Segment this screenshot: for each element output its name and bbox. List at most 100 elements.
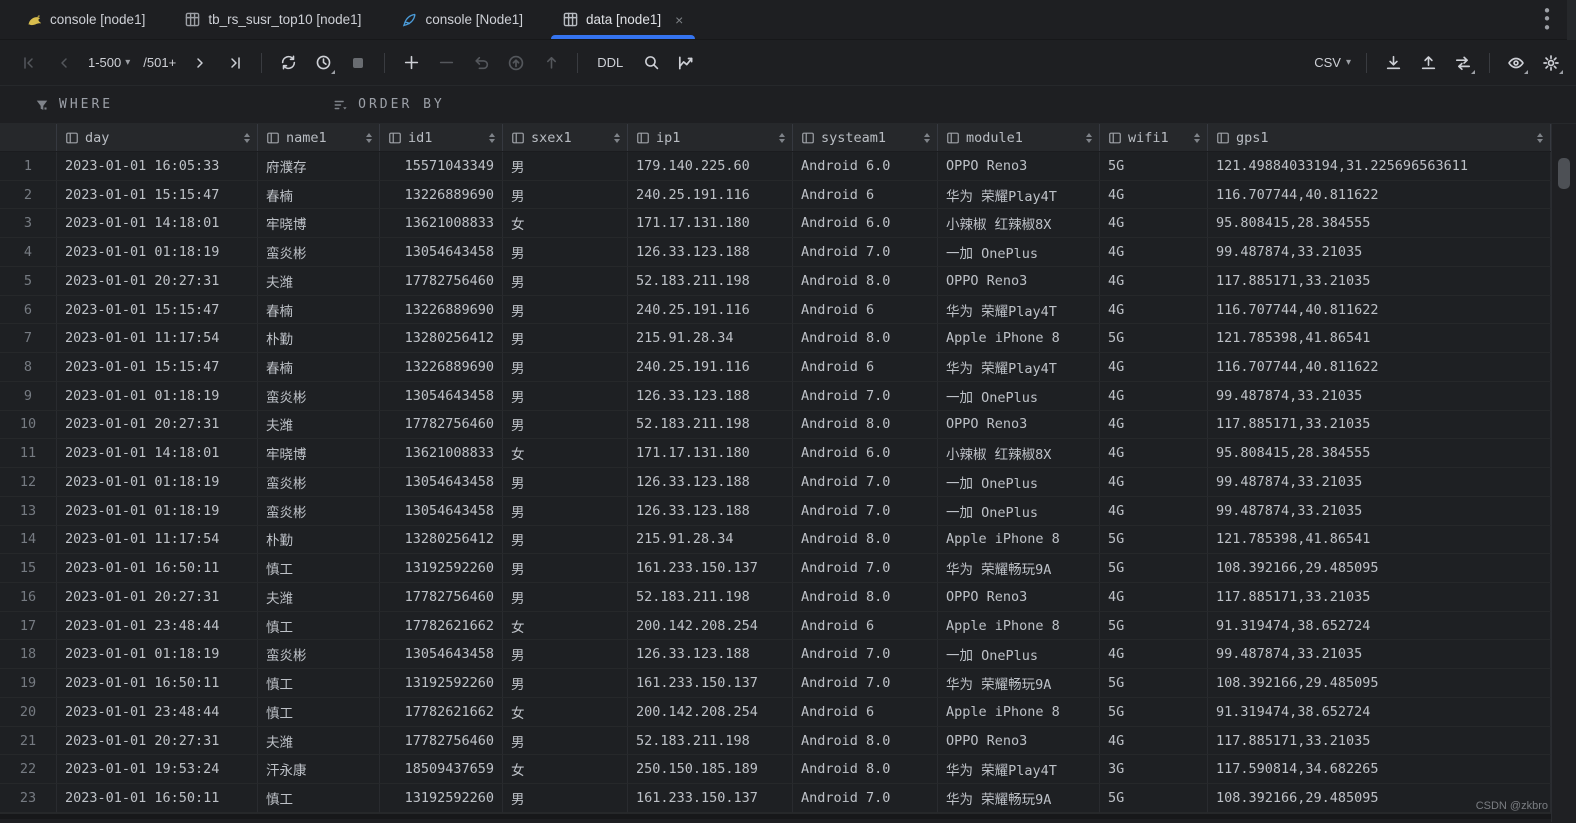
cell-systeam1[interactable]: Android 7.0 — [793, 640, 938, 670]
cell-day[interactable]: 2023-01-01 11:17:54 — [57, 324, 258, 354]
cell-gps1[interactable]: 108.392166,29.485095 — [1208, 669, 1551, 698]
cell-sxex1[interactable]: 男 — [503, 266, 628, 296]
cell-gps1[interactable]: 99.487874,33.21035 — [1208, 238, 1551, 267]
row-number[interactable]: 5 — [0, 266, 57, 296]
cell-day[interactable]: 2023-01-01 01:18:19 — [57, 496, 258, 526]
cell-ip1[interactable]: 240.25.191.116 — [628, 353, 793, 382]
cell-ip1[interactable]: 171.17.131.180 — [628, 439, 793, 469]
cell-sxex1[interactable]: 男 — [503, 152, 628, 181]
cell-id1[interactable]: 13226889690 — [380, 353, 503, 382]
row-number[interactable]: 11 — [0, 439, 57, 469]
cell-ip1[interactable]: 52.183.211.198 — [628, 726, 793, 756]
cell-id1[interactable]: 13226889690 — [380, 295, 503, 325]
cell-id1[interactable]: 13054643458 — [380, 468, 503, 497]
cell-gps1[interactable]: 99.487874,33.21035 — [1208, 381, 1551, 411]
cell-day[interactable]: 2023-01-01 15:15:47 — [57, 353, 258, 382]
row-number[interactable]: 13 — [0, 496, 57, 526]
where-filter[interactable]: WHERE — [35, 97, 113, 112]
column-header-ip1[interactable]: ip1 — [628, 124, 793, 151]
upload-import-icon[interactable] — [1417, 52, 1439, 74]
cell-day[interactable]: 2023-01-01 16:50:11 — [57, 669, 258, 698]
cell-id1[interactable]: 17782756460 — [380, 726, 503, 756]
cell-id1[interactable]: 17782756460 — [380, 410, 503, 440]
cell-wifi1[interactable]: 4G — [1100, 238, 1208, 267]
cell-module1[interactable]: 一加 OnePlus — [938, 468, 1100, 497]
column-header-wifi1[interactable]: wifi1 — [1100, 124, 1208, 151]
cell-day[interactable]: 2023-01-01 01:18:19 — [57, 238, 258, 267]
cell-day[interactable]: 2023-01-01 16:50:11 — [57, 784, 258, 813]
column-header-sxex1[interactable]: sxex1 — [503, 124, 628, 151]
cell-gps1[interactable]: 108.392166,29.485095 — [1208, 554, 1551, 584]
cell-sxex1[interactable]: 男 — [503, 353, 628, 382]
sort-toggle-icon[interactable] — [614, 132, 620, 143]
row-number[interactable]: 23 — [0, 784, 57, 813]
cell-id1[interactable]: 13054643458 — [380, 640, 503, 670]
cell-name1[interactable]: 蛮炎彬 — [258, 468, 380, 497]
cell-name1[interactable]: 慎工 — [258, 554, 380, 584]
cell-sxex1[interactable]: 女 — [503, 439, 628, 469]
cell-name1[interactable]: 夫潍 — [258, 266, 380, 296]
cell-module1[interactable]: 小辣椒 红辣椒8X — [938, 439, 1100, 469]
cell-systeam1[interactable]: Android 8.0 — [793, 266, 938, 296]
tab-data-node1[interactable]: data [node1] × — [543, 0, 703, 39]
cell-id1[interactable]: 13192592260 — [380, 784, 503, 813]
search-icon[interactable] — [640, 52, 662, 74]
column-header-id1[interactable]: id1 — [380, 124, 503, 151]
cell-ip1[interactable]: 240.25.191.116 — [628, 180, 793, 210]
cell-systeam1[interactable]: Android 8.0 — [793, 324, 938, 354]
ddl-button[interactable]: DDL — [597, 55, 624, 70]
compare-icon[interactable] — [1452, 52, 1475, 74]
row-number[interactable]: 1 — [0, 152, 57, 181]
cell-id1[interactable]: 13280256412 — [380, 324, 503, 354]
cell-ip1[interactable]: 52.183.211.198 — [628, 410, 793, 440]
cell-sxex1[interactable]: 男 — [503, 525, 628, 555]
cell-id1[interactable]: 17782621662 — [380, 697, 503, 727]
cell-wifi1[interactable]: 4G — [1100, 726, 1208, 756]
cell-id1[interactable]: 13054643458 — [380, 381, 503, 411]
cell-ip1[interactable]: 161.233.150.137 — [628, 554, 793, 584]
page-size-dropdown[interactable]: 1-500 ▾ — [88, 55, 130, 70]
row-number[interactable]: 7 — [0, 324, 57, 354]
cell-gps1[interactable]: 117.885171,33.21035 — [1208, 726, 1551, 756]
column-header-day[interactable]: day — [57, 124, 258, 151]
column-header-gps1[interactable]: gps1 — [1208, 124, 1551, 151]
row-number[interactable]: 4 — [0, 238, 57, 267]
cell-ip1[interactable]: 52.183.211.198 — [628, 266, 793, 296]
cell-module1[interactable]: OPPO Reno3 — [938, 410, 1100, 440]
first-page-icon[interactable] — [18, 52, 40, 74]
cell-wifi1[interactable]: 4G — [1100, 496, 1208, 526]
cell-ip1[interactable]: 200.142.208.254 — [628, 611, 793, 641]
cell-gps1[interactable]: 95.808415,28.384555 — [1208, 439, 1551, 469]
row-number[interactable]: 14 — [0, 525, 57, 555]
cell-wifi1[interactable]: 5G — [1100, 669, 1208, 698]
row-number[interactable]: 15 — [0, 554, 57, 584]
tab-console-node1[interactable]: console [node1] — [6, 0, 165, 39]
cell-ip1[interactable]: 126.33.123.188 — [628, 381, 793, 411]
settings-gear-icon[interactable] — [1540, 52, 1563, 74]
column-header-systeam1[interactable]: systeam1 — [793, 124, 938, 151]
cell-id1[interactable]: 17782756460 — [380, 583, 503, 612]
cell-id1[interactable]: 13621008833 — [380, 439, 503, 469]
cell-module1[interactable]: 一加 OnePlus — [938, 640, 1100, 670]
sort-toggle-icon[interactable] — [244, 132, 250, 143]
cell-wifi1[interactable]: 5G — [1100, 152, 1208, 181]
column-header-module1[interactable]: module1 — [938, 124, 1100, 151]
cell-module1[interactable]: 华为 荣耀Play4T — [938, 353, 1100, 382]
cell-systeam1[interactable]: Android 6 — [793, 697, 938, 727]
cell-name1[interactable]: 春楠 — [258, 180, 380, 210]
previous-page-icon[interactable] — [53, 52, 75, 74]
cell-module1[interactable]: OPPO Reno3 — [938, 583, 1100, 612]
cell-systeam1[interactable]: Android 6.0 — [793, 152, 938, 181]
cell-wifi1[interactable]: 3G — [1100, 755, 1208, 785]
cell-module1[interactable]: 一加 OnePlus — [938, 238, 1100, 267]
cell-name1[interactable]: 慎工 — [258, 669, 380, 698]
cell-module1[interactable]: 小辣椒 红辣椒8X — [938, 209, 1100, 239]
cell-systeam1[interactable]: Android 6.0 — [793, 209, 938, 239]
cell-day[interactable]: 2023-01-01 01:18:19 — [57, 381, 258, 411]
row-number[interactable]: 16 — [0, 583, 57, 612]
tab-console-node1-2[interactable]: console [Node1] — [381, 0, 543, 39]
cell-gps1[interactable]: 117.885171,33.21035 — [1208, 266, 1551, 296]
cell-id1[interactable]: 15571043349 — [380, 152, 503, 181]
cell-ip1[interactable]: 126.33.123.188 — [628, 640, 793, 670]
cell-name1[interactable]: 夫潍 — [258, 410, 380, 440]
